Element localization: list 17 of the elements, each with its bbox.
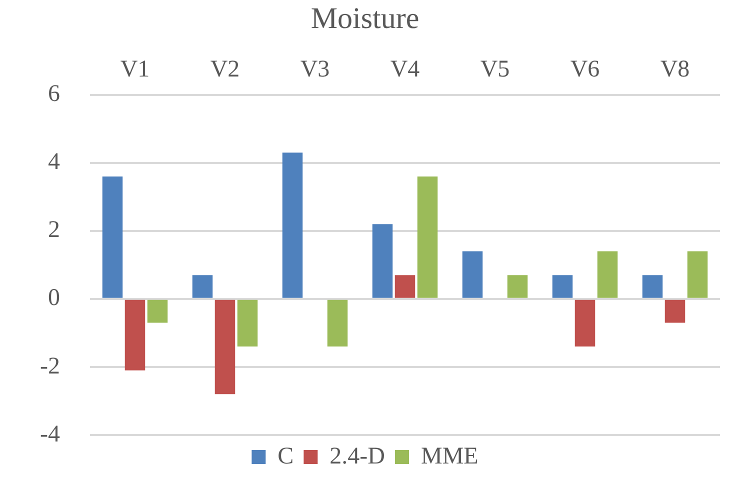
y-tick-label: -4 (40, 421, 60, 448)
y-tick-label: 6 (48, 81, 60, 108)
x-tick-label: V5 (480, 56, 510, 83)
x-tick-label: V6 (570, 56, 600, 83)
y-tick-label: 2 (48, 217, 60, 244)
y-tick-label: -2 (40, 353, 60, 380)
legend-label: 2.4-D (330, 443, 385, 470)
x-tick-label: V8 (660, 56, 690, 83)
y-tick-label: 0 (48, 285, 60, 312)
chart-title: Moisture (310, 2, 420, 35)
legend-label: C (278, 443, 294, 470)
x-tick-label: V3 (300, 56, 330, 83)
x-tick-label: V4 (390, 56, 420, 83)
x-tick-label: V2 (210, 56, 240, 83)
y-tick-label: 4 (48, 149, 60, 176)
legend-label: MME (420, 443, 478, 470)
x-tick-label: V1 (120, 56, 150, 83)
